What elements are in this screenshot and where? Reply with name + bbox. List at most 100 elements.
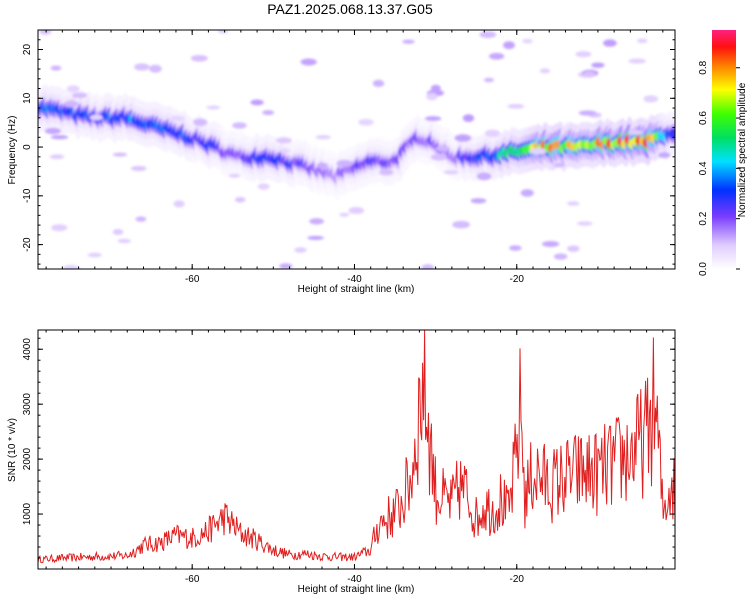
spectrogram-noise-cell (169, 115, 185, 122)
spectrogram-noise-cell (402, 39, 415, 44)
spectrogram-noise-cell (426, 92, 438, 101)
spectrogram-noise-cell (576, 221, 593, 226)
spectrogram-noise-cell (87, 252, 102, 258)
spectrogram-noise-cell (50, 135, 69, 140)
spectrogram-noise-cell (488, 52, 505, 60)
spectrogram-noise-cell (307, 235, 324, 240)
spectrogram-noise-cell (424, 116, 442, 122)
spectrogram-noise-cell (49, 154, 65, 159)
colorbar-tick-label: 0.2 (698, 211, 709, 225)
spectrogram-noise-cell (372, 79, 385, 88)
spectrogram-noise-cell (62, 264, 80, 269)
spectrogram-noise-cell (134, 63, 150, 71)
spectrogram-noise-cell (443, 170, 459, 175)
spectrogram-noise-cell (117, 238, 131, 244)
colorbar-gradient (712, 30, 736, 269)
spectrogram-noise-cell (462, 114, 475, 122)
spectrogram-noise-cell (479, 31, 497, 38)
spectrogram-noise-cell (503, 41, 515, 50)
y-tick-label: 20 (22, 44, 33, 56)
spectrogram-noise-cell (149, 64, 162, 73)
spectrogram-noise-cell (217, 30, 229, 34)
spectrogram-noise-cell (112, 152, 128, 157)
colorbar-ticks: 0.0 0.2 0.4 0.6 0.8 (698, 60, 740, 276)
spectrogram-noise-cell (470, 198, 487, 204)
x-tick-label: -20 (510, 274, 525, 285)
spectrogram-cell (668, 128, 675, 140)
spectrogram-noise-cell (234, 196, 246, 203)
colorbar-tick-label: 0.6 (698, 111, 709, 125)
snr-x-ticks: -60 -40 -20 (45, 330, 664, 585)
spectrogram-x-ticks: -60 -40 -20 (45, 30, 664, 285)
colorbar-tick-label: 0.4 (698, 161, 709, 175)
spectrogram-noise-cell (637, 38, 648, 43)
spectrogram-noise-cell (39, 30, 52, 35)
spectrogram-noise-cell (339, 212, 350, 217)
spectrogram-noise-cell (250, 99, 264, 106)
y-tick-label: 3000 (22, 393, 33, 416)
snr-series-line (38, 330, 675, 564)
snr-frame (37, 329, 676, 570)
spectrogram-noise-cell (89, 114, 103, 121)
spectrogram-noise-cell (539, 68, 551, 74)
spectrogram-noise-cell (520, 189, 534, 197)
spectrogram-noise-cell (279, 263, 293, 269)
spectrogram-noise-cell (315, 134, 331, 140)
spectrogram-noise-cell (64, 100, 79, 108)
y-tick-label: -20 (22, 237, 33, 252)
spectrogram-noise-cell (173, 200, 185, 208)
spectrogram-noise-cell (643, 95, 659, 103)
spectrogram-noise-cell (206, 105, 221, 110)
spectrogram-noise-cell (279, 148, 290, 153)
spectrogram-noise-cell (66, 85, 80, 93)
spectrogram-noise-cell (529, 147, 547, 155)
figure-title: PAZ1.2025.068.13.37.G05 (267, 1, 433, 17)
spectrogram-noise-cell (567, 245, 580, 252)
y-tick-label: 4000 (22, 338, 33, 361)
spectrogram-noise-cell (575, 51, 592, 58)
spectrogram-noise-cell (228, 173, 241, 178)
spectrogram-noise-cell (454, 134, 472, 142)
colorbar: 0.0 0.2 0.4 0.6 0.8 Normalized spectral ampl… (698, 30, 748, 276)
spectrogram-noise-cell (476, 172, 492, 181)
spectrogram-noise-cell (435, 145, 450, 152)
spectrogram-noise-cell (430, 153, 448, 161)
spectrogram-noise-cell (583, 71, 596, 78)
spectrogram-panel: -60 -40 -20 -20 -10 0 10 20 Height of straight… (7, 29, 676, 295)
y-tick-label: 10 (22, 92, 33, 104)
spectrogram-noise-cell (257, 183, 270, 190)
spectrogram-noise-cell (190, 54, 208, 62)
colorbar-tick-label: 0.0 (698, 262, 709, 276)
spectrogram-noise-cell (566, 201, 580, 206)
spectrogram-noise-cell (603, 39, 617, 47)
spectrogram-noise-cell (135, 216, 147, 222)
spectrogram-noise-cell (483, 77, 494, 83)
spectrogram-noise-cell (430, 84, 441, 93)
spectrogram-noise-cell (541, 240, 560, 248)
spectrogram-noise-cell (452, 220, 470, 229)
spectrogram-noise-cell (50, 65, 62, 71)
snr-panel: -60 -40 -20 1000 2000 3000 4000 Height of str… (7, 329, 676, 595)
spectrogram-ridge (38, 30, 675, 269)
x-tick-label: -20 (510, 574, 525, 585)
spectrogram-noise-cell (348, 206, 365, 215)
spectrogram-y-label: Frequency (Hz) (7, 116, 18, 185)
spectrogram-noise-cell (317, 162, 328, 169)
spectrogram-y-ticks: -20 -10 0 10 20 (22, 29, 675, 265)
y-tick-label: 0 (22, 144, 33, 150)
spectrogram-noise-cell (300, 58, 317, 66)
spectrogram-noise-cell (553, 162, 566, 168)
x-tick-label: -60 (185, 574, 200, 585)
spectrogram-noise-cell (44, 127, 62, 135)
spectrogram-noise-cell (72, 92, 88, 99)
spectrogram-noise-cell (553, 253, 568, 260)
colorbar-label: Normalized spectral amplitude (737, 82, 748, 217)
spectrogram-noise-cell (336, 159, 353, 167)
spectrogram-noise-cell (112, 229, 124, 235)
snr-y-label: SNR (10 * v/v) (7, 418, 18, 482)
y-tick-label: -10 (22, 188, 33, 203)
spectrogram-noise-cell (421, 264, 434, 269)
y-tick-label: 2000 (22, 448, 33, 471)
spectrogram-noise-cell (192, 118, 208, 127)
